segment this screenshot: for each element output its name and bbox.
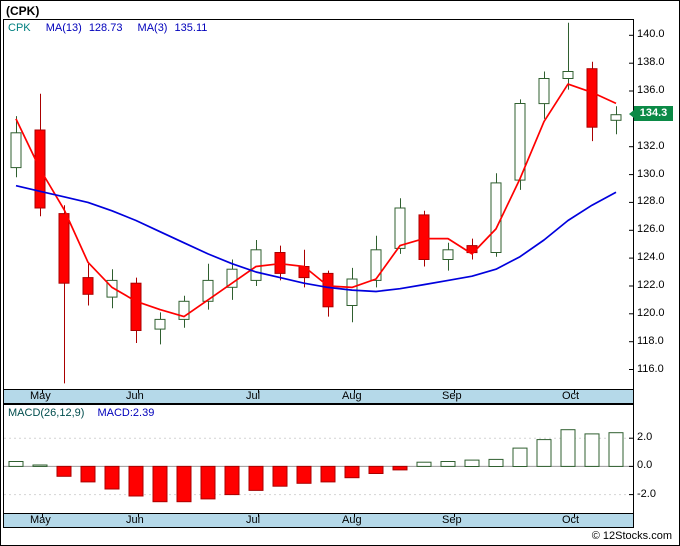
price-chart-panel: CPK MA(13) 128.73 MA(3) 135.11 [3, 19, 634, 390]
month-label: Jul [246, 390, 261, 402]
month-tick [258, 390, 259, 393]
month-label: May [30, 514, 51, 526]
month-label: Oct [562, 390, 580, 402]
price-y-axis: 140.0 138.0 136.0 132.0 130.0 128.0 126.0 124.0… [637, 1, 679, 545]
month-tick [138, 514, 139, 517]
price-y-tick-label: 140.0 [637, 28, 665, 41]
price-y-tick-label: 136.0 [637, 84, 665, 96]
month-label: Aug [342, 390, 362, 402]
month-tick [454, 390, 455, 393]
month-tick [138, 390, 139, 393]
price-y-tick-label: 122.0 [637, 278, 665, 291]
price-legend: CPK MA(13) 128.73 MA(3) 135.11 [8, 22, 211, 34]
month-label: Jul [246, 514, 261, 526]
price-y-tick-label: 118.0 [637, 334, 664, 347]
ma3-legend-label: MA(3) [137, 22, 168, 34]
month-label: Oct [562, 514, 580, 526]
month-tick [354, 514, 355, 517]
candlestick-chart [10, 22, 633, 384]
month-tick [42, 390, 43, 393]
symbol-label: CPK [8, 22, 31, 34]
price-y-tick-label: 126.0 [637, 223, 665, 236]
price-tag-arrow-icon [629, 109, 634, 118]
macd-y-tick-label: -2.0 [637, 487, 656, 500]
month-tick [42, 514, 43, 517]
month-label: Jun [126, 514, 144, 526]
price-y-tick-label: 120.0 [637, 306, 665, 319]
macd-legend-label: MACD(26,12,9) [8, 407, 85, 419]
ma3-legend-value: 135.11 [174, 22, 208, 34]
price-y-tick-label: 130.0 [637, 167, 665, 180]
ma13-legend-label: MA(13) [45, 22, 82, 34]
month-tick [354, 390, 355, 393]
macd-histogram-chart [4, 429, 633, 503]
month-label: Sep [442, 514, 462, 526]
price-y-tick-label: 124.0 [637, 251, 665, 264]
price-y-tick-label: 128.0 [637, 195, 665, 208]
current-price-tag: 134.3 [629, 106, 673, 121]
month-label: Sep [442, 390, 462, 402]
month-tick [574, 390, 575, 393]
macd-legend: MACD(26,12,9) MACD:2.39 [8, 407, 158, 419]
macd-chart-panel: MACD(26,12,9) MACD:2.39 [3, 404, 634, 514]
macd-legend-value: MACD:2.39 [97, 407, 155, 419]
month-tick [574, 514, 575, 517]
month-label: Aug [342, 514, 362, 526]
price-y-tick-label: 116.0 [637, 362, 664, 375]
site-credit-link[interactable]: © 12Stocks.com [591, 530, 672, 542]
price-y-tick-label: 132.0 [637, 139, 665, 152]
price-y-tick-label: 138.0 [637, 56, 665, 69]
ma13-legend-value: 128.73 [88, 22, 123, 34]
macd-y-tick-label: 2.0 [637, 431, 653, 444]
macd-y-axis: 2.0 0.0 -2.0 [637, 1, 679, 545]
footer: © 12Stocks.com [592, 530, 672, 542]
macd-y-tick-label: 0.0 [637, 459, 653, 472]
current-price-value: 134.3 [639, 107, 668, 119]
month-tick [258, 514, 259, 517]
month-label: Jun [126, 390, 144, 402]
month-label: May [30, 390, 51, 402]
month-tick [454, 514, 455, 517]
ticker-title: (CPK) [6, 4, 40, 18]
price-x-axis-band: May Jun Jul Aug Sep Oct [3, 390, 634, 404]
macd-x-axis-band: May Jun Jul Aug Sep Oct [3, 514, 634, 528]
